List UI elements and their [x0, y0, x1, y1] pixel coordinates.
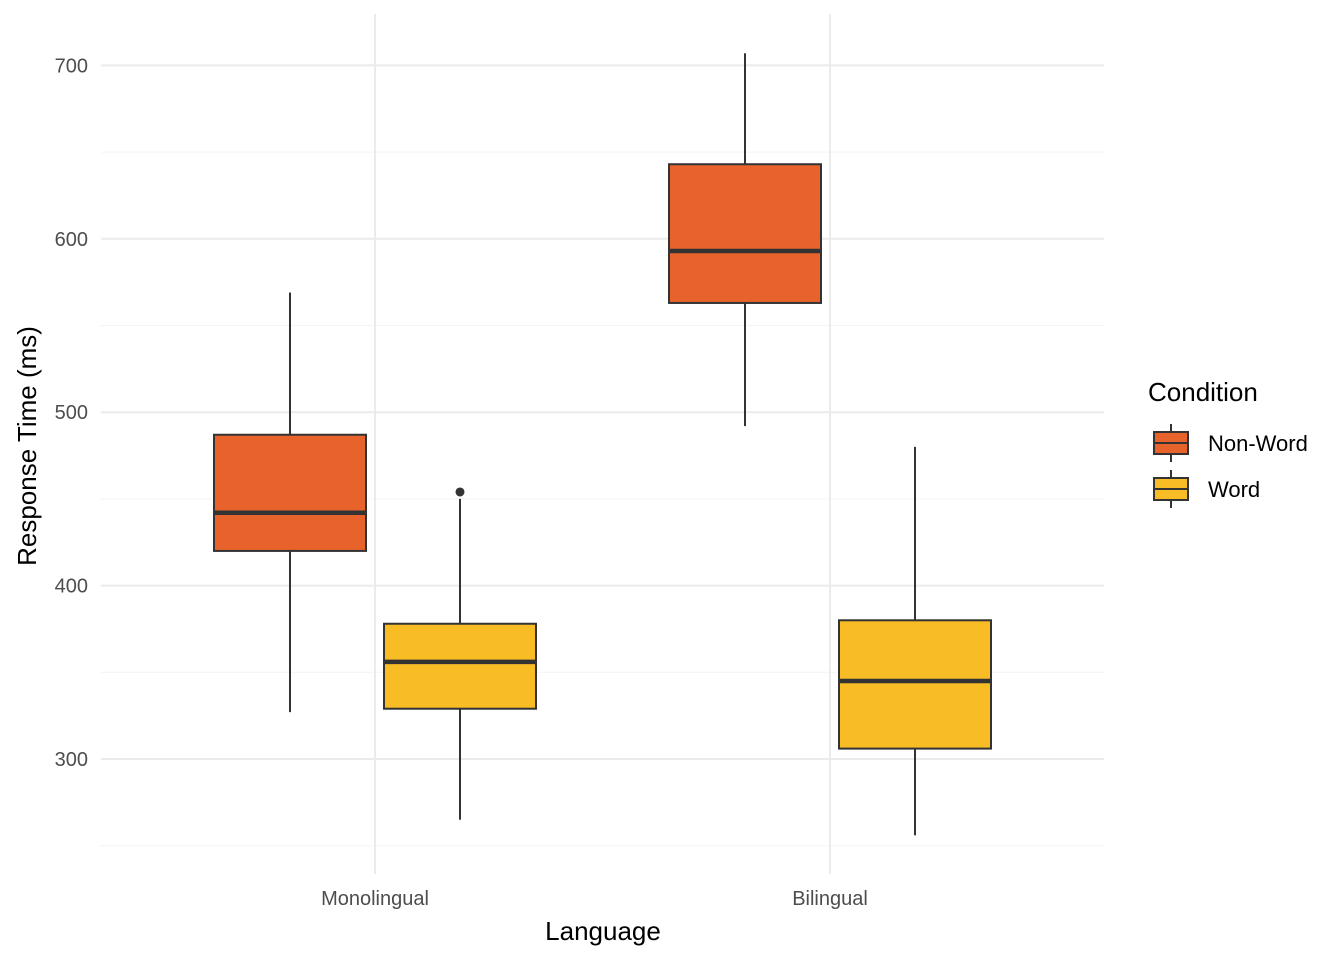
x-tick-label: Bilingual — [792, 888, 868, 910]
box-iqr — [838, 619, 992, 750]
y-tick-label: 700 — [55, 55, 88, 77]
box-word-monolingual — [383, 487, 537, 820]
x-tick-label: Monolingual — [321, 888, 429, 910]
y-tick-label: 300 — [55, 749, 88, 771]
box-word-bilingual — [838, 446, 992, 836]
box-non-word-bilingual — [668, 53, 822, 427]
legend-item-word: Word — [1153, 470, 1260, 508]
y-axis-title: Response Time (ms) — [12, 326, 42, 566]
y-tick-labels: 300 400 500 600 700 — [55, 55, 88, 771]
x-axis-title: Language — [545, 916, 661, 946]
box-iqr — [213, 433, 367, 552]
legend-label: Non-Word — [1208, 431, 1308, 456]
box-iqr — [383, 622, 537, 710]
legend-label: Word — [1208, 477, 1260, 502]
y-tick-label: 400 — [55, 576, 88, 598]
y-tick-label: 500 — [55, 402, 88, 424]
x-tick-labels: Monolingual Bilingual — [321, 888, 868, 910]
outlier-point — [455, 487, 465, 497]
box-iqr — [668, 163, 822, 304]
legend-items: Non-Word Word — [1153, 424, 1308, 508]
y-tick-label: 600 — [55, 229, 88, 251]
boxes-layer — [213, 53, 992, 836]
legend-title: Condition — [1148, 377, 1258, 407]
legend-item-non-word: Non-Word — [1153, 424, 1308, 462]
legend: Condition Non-Word Word — [1148, 377, 1308, 508]
box-non-word-monolingual — [213, 292, 367, 713]
